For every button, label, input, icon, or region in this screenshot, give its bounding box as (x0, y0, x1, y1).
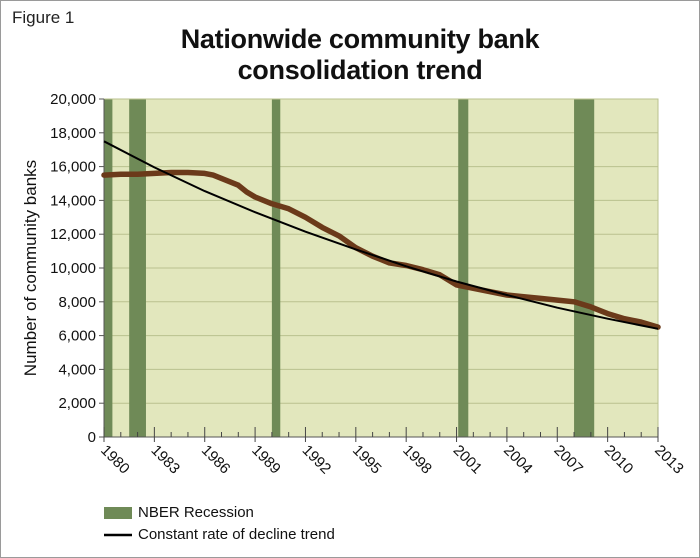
x-tick-label-7: 2001 (450, 442, 486, 478)
x-tick-label-10: 2010 (601, 442, 637, 478)
y-tick-label-2: 4,000 (58, 361, 96, 378)
y-axis-title: Number of community banks (21, 160, 40, 376)
x-tick-label-1: 1983 (148, 442, 184, 478)
chart-title-line-1: Nationwide community bank (180, 24, 540, 54)
y-tick-label-7: 14,000 (50, 192, 96, 209)
y-tick-label-6: 12,000 (50, 226, 96, 243)
chart-title-line-2: consolidation trend (237, 55, 483, 85)
y-tick-label-1: 2,000 (58, 395, 96, 412)
y-tick-label-10: 20,000 (50, 91, 96, 108)
legend-swatch-trend (104, 533, 132, 537)
y-tick-label-5: 10,000 (50, 260, 96, 277)
x-tick-label-3: 1989 (248, 442, 284, 478)
chart-title: Nationwide community bank consolidation … (150, 24, 570, 86)
x-tick-label-5: 1995 (349, 442, 385, 478)
figure-label: Figure 1 (12, 8, 75, 27)
recession-bar-0 (104, 99, 113, 437)
y-tick-label-9: 18,000 (50, 125, 96, 142)
y-tick-label-8: 16,000 (50, 159, 96, 176)
legend-label-trend: Constant rate of decline trend (138, 526, 335, 543)
recession-bar-1 (129, 99, 146, 437)
x-tick-label-4: 1992 (299, 442, 335, 478)
y-tick-label-3: 6,000 (58, 328, 96, 345)
x-tick-label-2: 1986 (198, 442, 234, 478)
x-tick-label-9: 2007 (550, 442, 586, 478)
legend-label-recession: NBER Recession (138, 504, 254, 521)
x-tick-label-6: 1998 (399, 442, 435, 478)
y-tick-label-0: 0 (88, 429, 96, 446)
series-trend (103, 140, 659, 330)
x-tick-label-8: 2004 (500, 442, 536, 478)
legend-swatch-recession (104, 507, 132, 519)
recession-bar-2 (271, 99, 281, 437)
x-tick-label-11: 2013 (651, 442, 687, 478)
recession-bar-4 (574, 99, 595, 437)
x-tick-label-0: 1980 (97, 442, 133, 478)
y-tick-label-4: 8,000 (58, 294, 96, 311)
recession-bar-3 (458, 99, 469, 437)
